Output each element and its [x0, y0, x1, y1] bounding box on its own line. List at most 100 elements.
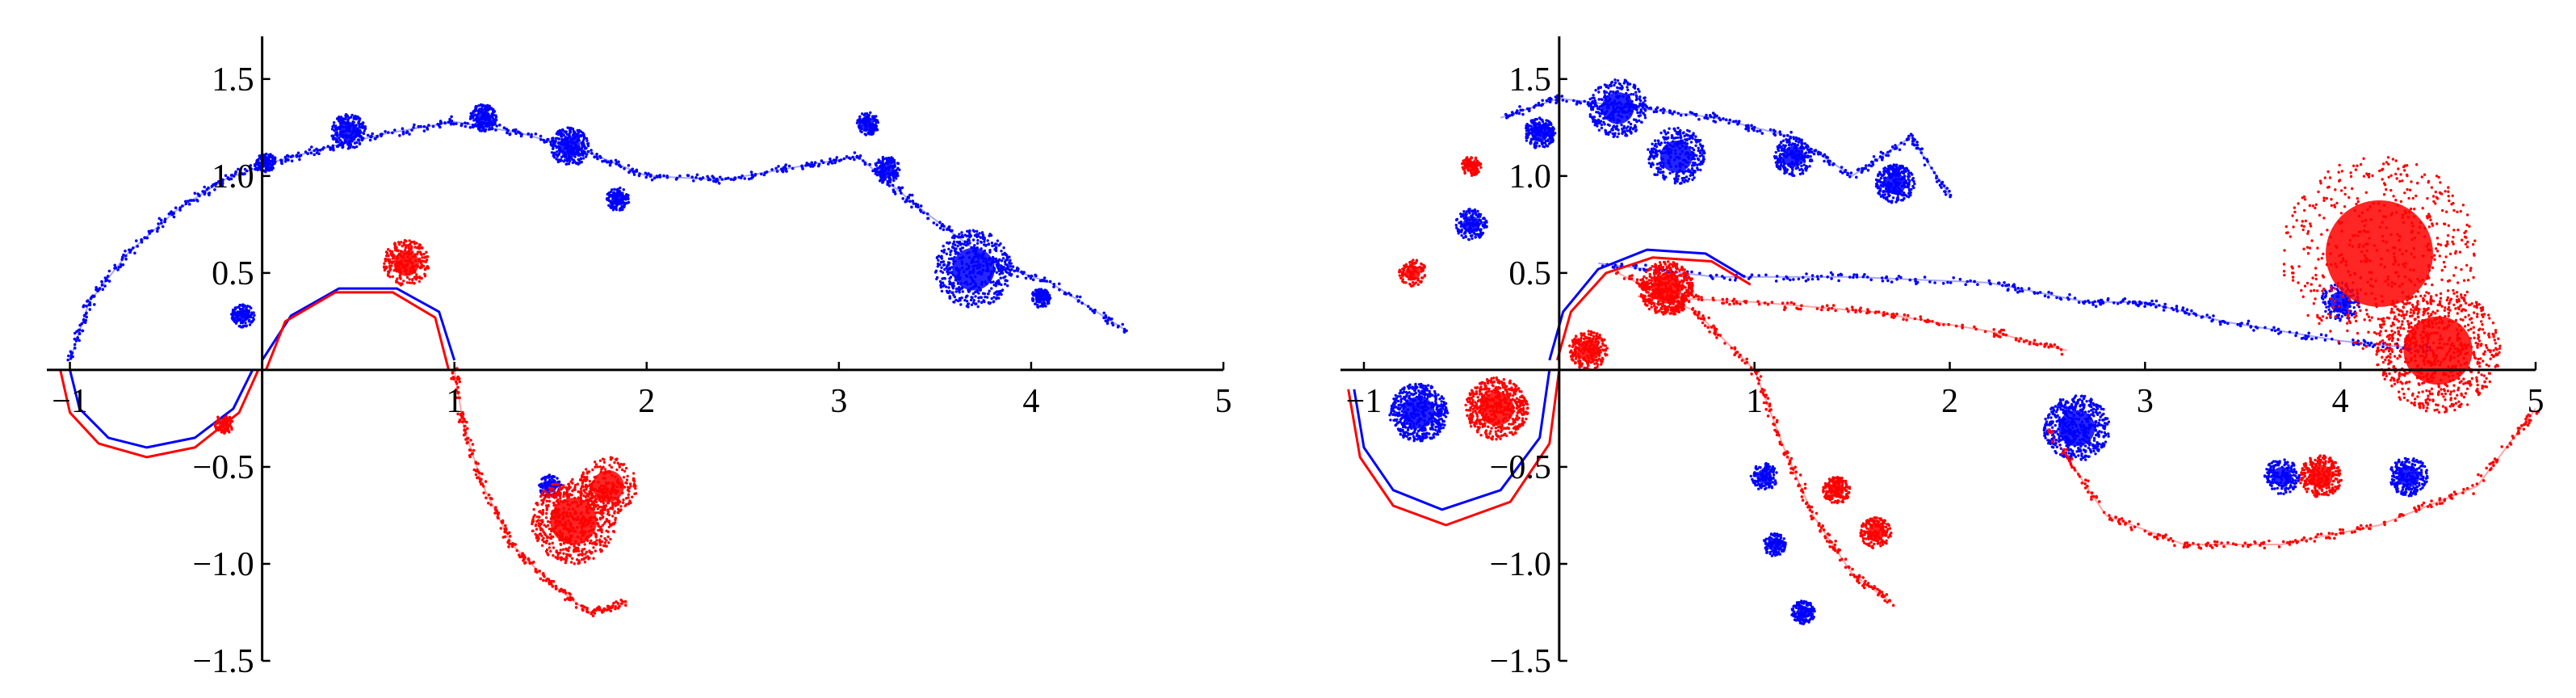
data-point	[351, 145, 355, 149]
data-point	[966, 229, 969, 233]
data-point	[1668, 111, 1672, 115]
data-point	[296, 151, 300, 155]
data-point	[245, 305, 249, 309]
data-point	[958, 268, 962, 271]
data-point	[2033, 292, 2037, 295]
data-point	[269, 159, 272, 163]
data-point	[893, 161, 896, 164]
data-point	[124, 249, 127, 253]
data-point	[353, 141, 357, 145]
data-point	[258, 161, 262, 165]
data-point	[550, 512, 553, 515]
data-point	[412, 125, 415, 129]
data-point	[240, 311, 243, 314]
data-point	[2137, 304, 2140, 308]
data-point	[963, 240, 967, 244]
data-point	[1004, 253, 1008, 256]
data-point	[879, 175, 883, 179]
data-point	[358, 133, 361, 137]
data-point	[558, 488, 562, 491]
data-point	[980, 241, 984, 244]
data-point	[858, 154, 862, 158]
data-point	[605, 539, 608, 542]
data-point	[995, 242, 998, 246]
data-point	[542, 572, 545, 575]
data-point	[621, 208, 624, 212]
data-point	[361, 126, 364, 129]
data-point	[895, 168, 898, 172]
data-point	[1016, 275, 1019, 279]
data-point	[313, 153, 317, 157]
data-point	[143, 236, 146, 239]
data-point	[601, 159, 604, 163]
data-point	[566, 527, 569, 530]
data-point	[2133, 300, 2137, 304]
data-point	[1840, 166, 1844, 169]
data-point	[558, 150, 562, 153]
data-point	[417, 124, 421, 128]
data-point	[967, 302, 971, 305]
data-point	[972, 249, 975, 253]
data-point	[100, 280, 103, 284]
data-point	[867, 128, 871, 132]
data-point	[273, 157, 276, 160]
data-point	[602, 477, 605, 480]
data-point	[358, 142, 362, 146]
data-point	[887, 162, 890, 166]
data-point	[596, 465, 599, 469]
data-point	[394, 265, 397, 268]
data-point	[489, 503, 493, 507]
data-point	[564, 561, 568, 565]
data-point	[401, 130, 405, 134]
data-point	[415, 242, 418, 245]
data-point	[2255, 326, 2259, 330]
x-tick-label: 5	[1215, 383, 1232, 420]
data-point	[1810, 277, 1815, 281]
data-point	[1886, 279, 1890, 283]
data-point	[422, 264, 426, 268]
data-point	[749, 170, 753, 174]
data-point	[982, 257, 985, 260]
data-point	[487, 502, 490, 505]
data-point	[1122, 330, 1126, 334]
data-point	[2252, 329, 2255, 332]
data-point	[419, 124, 422, 128]
data-point	[2140, 301, 2143, 305]
data-point	[534, 567, 538, 571]
data-point	[422, 129, 426, 132]
data-point	[562, 557, 565, 561]
data-point	[422, 252, 426, 256]
data-point	[1848, 174, 1852, 179]
data-point	[476, 120, 480, 124]
data-point	[858, 119, 862, 123]
data-point	[504, 529, 507, 532]
data-point	[318, 149, 322, 152]
data-point	[1122, 327, 1126, 331]
data-point	[969, 282, 972, 286]
data-point	[2043, 294, 2047, 298]
data-point	[925, 212, 929, 216]
data-point	[555, 549, 558, 553]
data-point	[1109, 317, 1113, 321]
data-point	[157, 217, 162, 221]
data-point	[347, 122, 350, 125]
right-panel: −1 1 2 3 4 51.51.00.5−0.5−1.0−1.5	[1340, 36, 2545, 680]
data-point	[1898, 148, 1902, 152]
data-point	[615, 485, 619, 489]
data-point	[545, 548, 549, 552]
data-point	[606, 192, 609, 196]
data-point	[535, 534, 539, 537]
data-point	[289, 155, 293, 158]
data-point	[82, 305, 85, 309]
data-point	[518, 553, 521, 557]
data-point	[997, 296, 1001, 300]
data-point	[469, 448, 472, 452]
data-point	[507, 545, 510, 549]
data-point	[356, 138, 360, 141]
data-point	[539, 577, 543, 581]
data-point	[413, 253, 417, 256]
data-point	[357, 121, 360, 124]
data-point	[308, 148, 312, 151]
data-point	[941, 271, 945, 274]
data-point	[900, 191, 903, 195]
